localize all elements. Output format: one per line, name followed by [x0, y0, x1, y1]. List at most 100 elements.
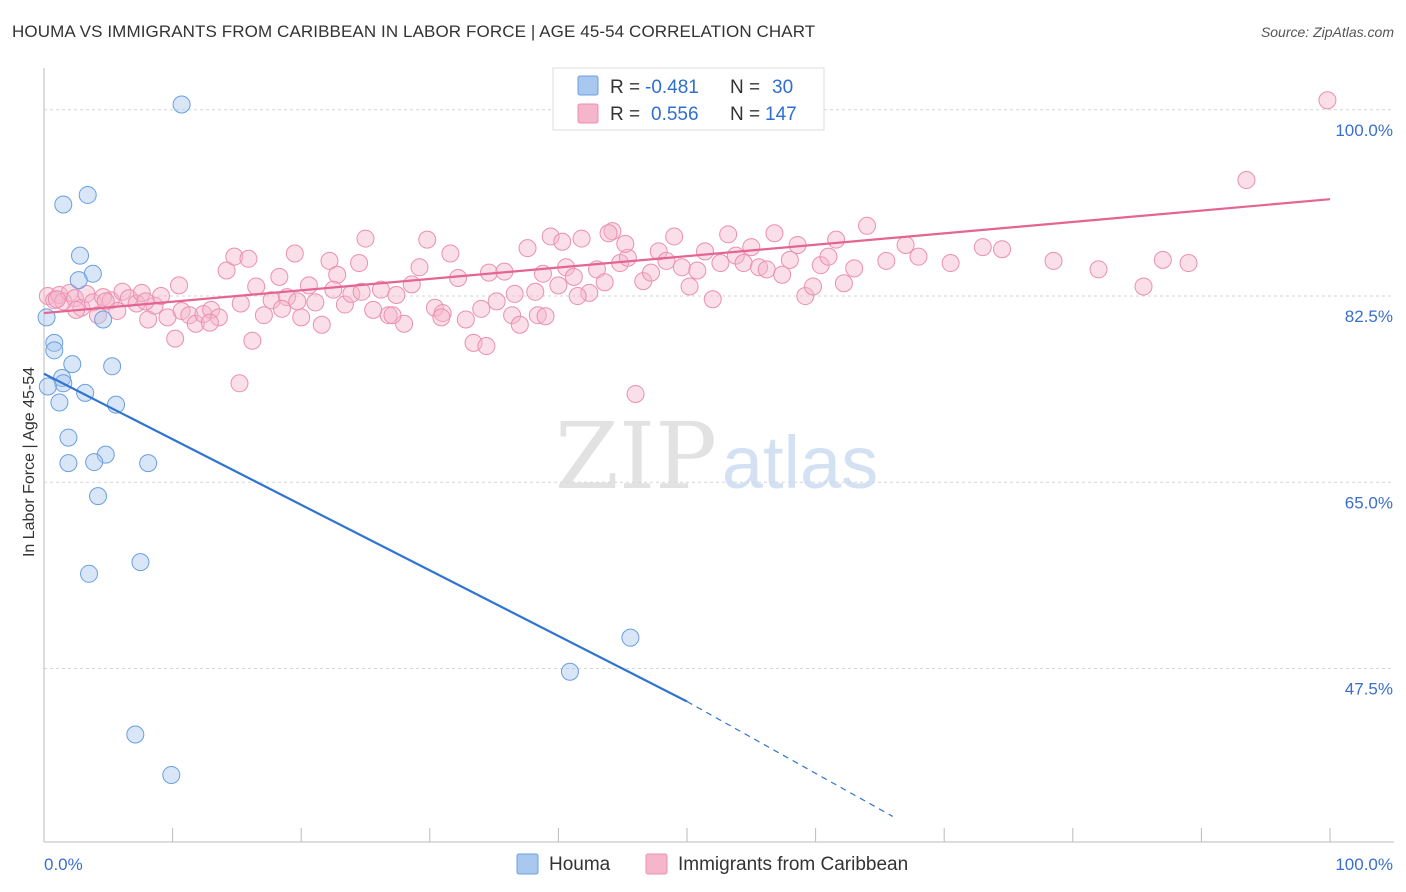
stats-box: R = -0.481 N = 30 R = 0.556 N = 147	[552, 67, 825, 131]
point-houma	[621, 628, 640, 647]
point-caribbean	[696, 242, 715, 261]
y-tick-label: 47.5%	[1345, 680, 1393, 699]
watermark-zip: ZIP	[555, 403, 717, 510]
point-caribbean	[599, 224, 618, 243]
point-caribbean	[243, 331, 262, 350]
point-houma	[89, 487, 108, 506]
legend-label-caribbean: Immigrants from Caribbean	[678, 854, 908, 875]
stats-swatch-caribbean	[577, 103, 599, 124]
point-caribbean	[418, 230, 437, 249]
point-houma	[59, 454, 78, 473]
tick-labels: 47.5% 65.0% 82.5% 100.0% 0.0% 100.0%	[44, 121, 1393, 874]
point-caribbean	[1044, 251, 1063, 270]
point-houma	[71, 246, 90, 265]
point-caribbean	[553, 232, 572, 251]
point-caribbean	[113, 282, 132, 301]
chart-title: HOUMA VS IMMIGRANTS FROM CARIBBEAN IN LA…	[12, 22, 816, 41]
point-caribbean	[973, 238, 992, 257]
point-caribbean	[328, 265, 347, 284]
point-caribbean	[1237, 171, 1256, 190]
point-caribbean	[254, 306, 273, 325]
point-houma	[45, 341, 64, 360]
point-caribbean	[272, 299, 291, 318]
point-caribbean	[941, 254, 960, 273]
point-caribbean	[47, 290, 66, 309]
trend-lines	[43, 198, 1331, 817]
point-caribbean	[239, 249, 258, 268]
point-caribbean	[580, 283, 599, 302]
grid-lines	[44, 109, 1394, 670]
point-caribbean	[742, 238, 761, 257]
point-caribbean	[750, 258, 769, 277]
point-caribbean	[312, 315, 331, 334]
point-caribbean	[288, 292, 307, 311]
stats-r-value-caribbean: 0.556	[651, 104, 699, 125]
point-caribbean	[672, 258, 691, 277]
point-caribbean	[96, 292, 115, 311]
point-caribbean	[1318, 91, 1337, 110]
point-houma	[172, 95, 191, 114]
point-caribbean	[641, 263, 660, 282]
point-caribbean	[719, 225, 738, 244]
stats-n-label-caribbean: N =	[730, 104, 760, 125]
point-caribbean	[324, 280, 343, 299]
point-houma	[85, 453, 104, 472]
point-caribbean	[877, 251, 896, 270]
point-caribbean	[804, 277, 823, 296]
point-caribbean	[145, 296, 164, 315]
point-caribbean	[734, 254, 753, 273]
point-houma	[59, 428, 78, 447]
point-caribbean	[200, 313, 219, 332]
point-caribbean	[780, 250, 799, 269]
point-caribbean	[528, 306, 547, 325]
y-tick-label: 65.0%	[1345, 493, 1393, 512]
point-caribbean	[595, 273, 614, 292]
point-houma	[38, 377, 57, 396]
point-caribbean	[472, 299, 491, 318]
point-caribbean	[231, 294, 250, 313]
trend-line-extension-houma	[686, 700, 894, 817]
point-caribbean	[356, 229, 375, 248]
point-caribbean	[170, 276, 189, 295]
point-houma	[126, 725, 145, 744]
point-caribbean	[65, 289, 84, 308]
stats-r-value-houma: -0.481	[645, 77, 699, 98]
point-caribbean	[568, 287, 587, 306]
point-caribbean	[230, 374, 249, 393]
point-houma	[54, 195, 73, 214]
point-caribbean	[292, 308, 311, 327]
stats-swatch-houma	[577, 75, 599, 96]
point-caribbean	[352, 282, 371, 301]
point-caribbean	[657, 251, 676, 270]
point-caribbean	[1134, 277, 1153, 296]
point-caribbean	[335, 295, 354, 314]
watermark: ZIP atlas	[555, 403, 878, 510]
point-houma	[63, 355, 82, 374]
point-caribbean	[383, 306, 402, 325]
point-caribbean	[649, 242, 668, 261]
legend-label-houma: Houma	[549, 854, 611, 875]
point-caribbean	[1089, 260, 1108, 279]
point-caribbean	[350, 254, 369, 273]
stats-r-label-caribbean: R =	[610, 104, 640, 125]
chart-source: Source: ZipAtlas.com	[1260, 24, 1394, 40]
point-caribbean	[217, 261, 236, 280]
point-caribbean	[132, 283, 151, 302]
point-caribbean	[209, 308, 228, 327]
point-houma	[45, 333, 64, 352]
watermark-atlas: atlas	[722, 421, 878, 504]
legend-swatch-caribbean	[645, 853, 668, 875]
point-caribbean	[858, 216, 877, 235]
point-caribbean	[186, 314, 205, 333]
point-caribbean	[626, 384, 645, 403]
point-caribbean	[711, 254, 730, 273]
point-caribbean	[136, 292, 155, 311]
point-houma	[94, 310, 113, 329]
point-caribbean	[536, 307, 555, 326]
point-houma	[131, 553, 150, 572]
y-tick-label: 82.5%	[1345, 307, 1393, 326]
point-caribbean	[441, 244, 460, 263]
point-caribbean	[773, 265, 792, 284]
point-caribbean	[487, 292, 506, 311]
point-caribbean	[688, 261, 707, 280]
